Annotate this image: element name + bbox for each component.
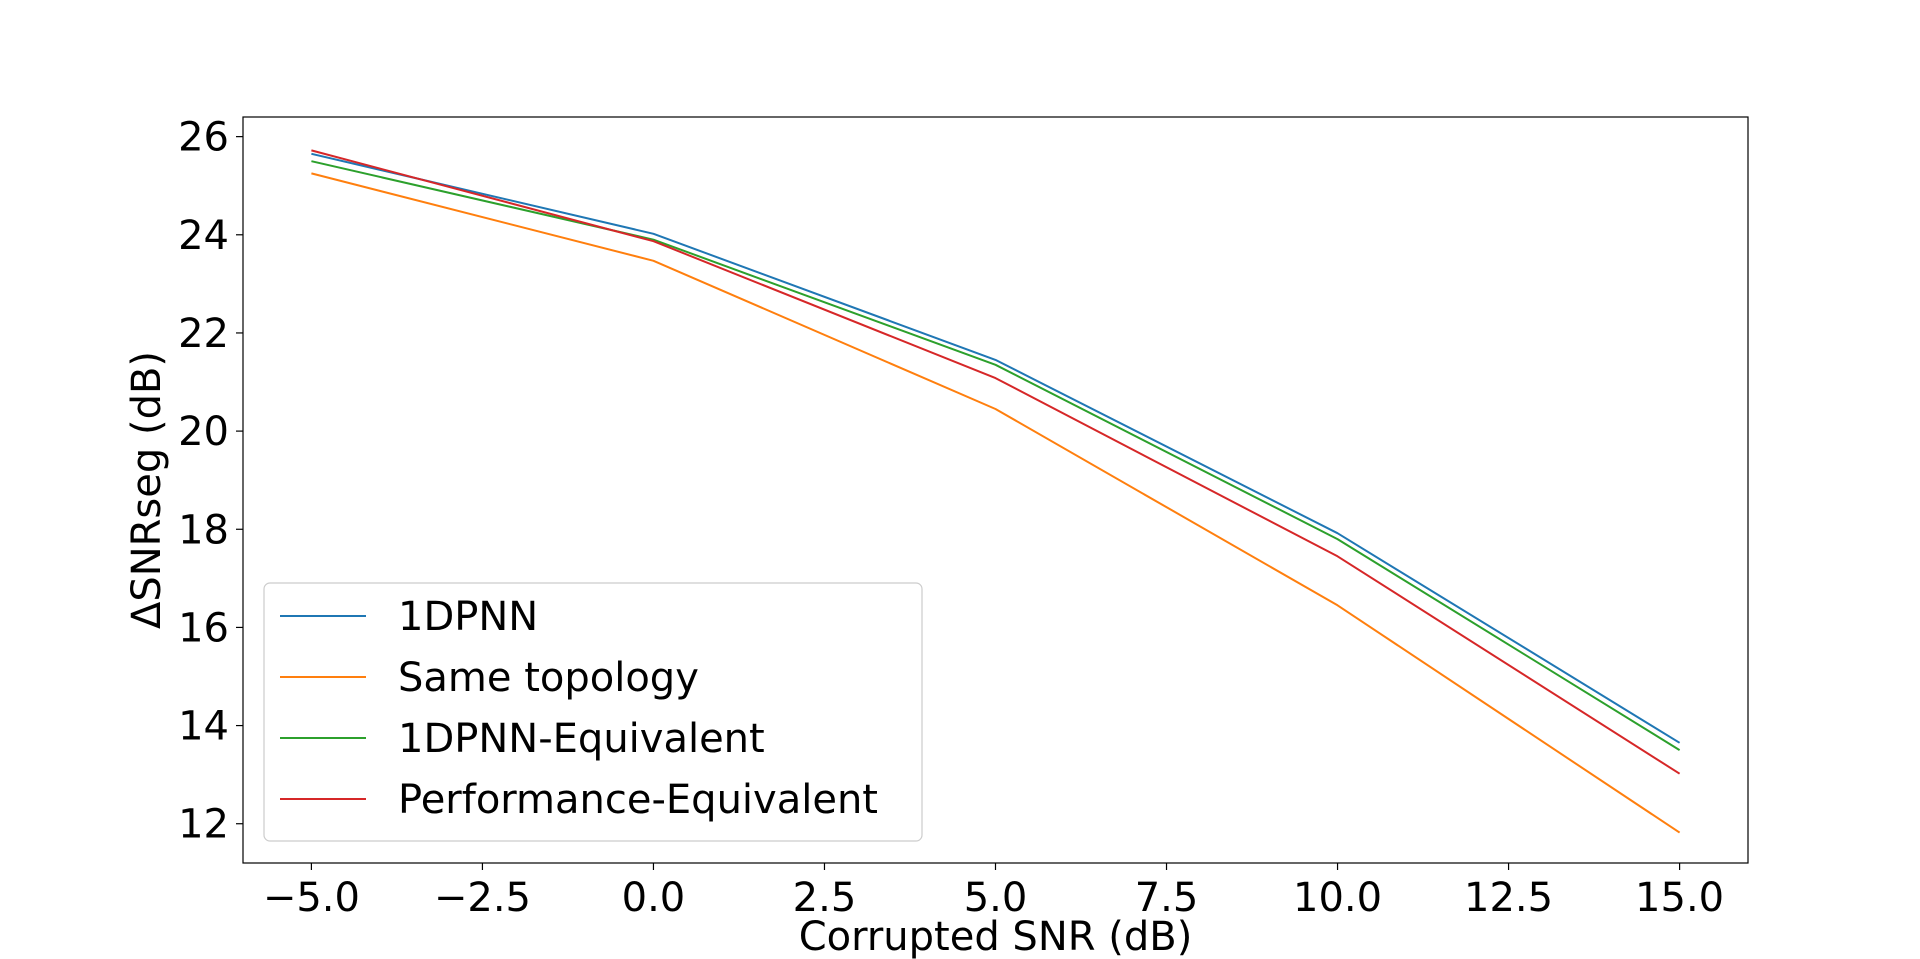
legend-label: 1DPNN — [398, 594, 538, 640]
y-tick-label: 12 — [178, 802, 229, 848]
x-tick-label: 12.5 — [1464, 875, 1553, 921]
series-line-1 — [311, 152, 1681, 744]
y-tick-label: 16 — [178, 605, 229, 651]
x-tick-label: −2.5 — [434, 875, 531, 921]
x-axis-ticks: −5.0 −2.5 0.0 2.5 5.0 7.5 10.0 12.5 15.0 — [263, 863, 1724, 921]
x-tick-label: 10.0 — [1293, 875, 1382, 921]
series-line-3 — [311, 160, 1681, 751]
y-tick-label: 18 — [178, 507, 229, 553]
legend-label: Performance-Equivalent — [398, 777, 878, 823]
x-tick-label: −5.0 — [263, 875, 360, 921]
x-tick-label: 7.5 — [1135, 875, 1199, 921]
x-axis-label: Corrupted SNR (dB) — [799, 914, 1193, 959]
x-tick-label: 2.5 — [793, 875, 857, 921]
x-tick-label: 15.0 — [1635, 875, 1724, 921]
y-tick-label: 20 — [178, 409, 229, 455]
legend-label: 1DPNN-Equivalent — [398, 716, 765, 762]
y-tick-label: 22 — [178, 311, 229, 357]
x-tick-label: 0.0 — [622, 875, 686, 921]
legend-box — [263, 582, 923, 842]
y-axis-label: ΔSNRseg (dB) — [124, 351, 170, 629]
y-tick-label: 14 — [178, 704, 229, 750]
x-tick-label: 5.0 — [964, 875, 1028, 921]
series-line-4 — [311, 149, 1681, 775]
legend-label: Same topology — [398, 655, 699, 701]
y-tick-label: 24 — [178, 213, 229, 259]
series-lines — [311, 149, 1681, 834]
y-tick-label: 26 — [178, 115, 229, 161]
legend-entries: 1DPNN Same topology 1DPNN-Equivalent Perfor… — [280, 594, 878, 823]
y-axis-ticks: 12 14 16 18 20 22 24 26 — [178, 115, 243, 848]
legend: 1DPNN Same topology 1DPNN-Equivalent Perfor… — [263, 582, 923, 842]
series-line-2 — [311, 172, 1681, 834]
